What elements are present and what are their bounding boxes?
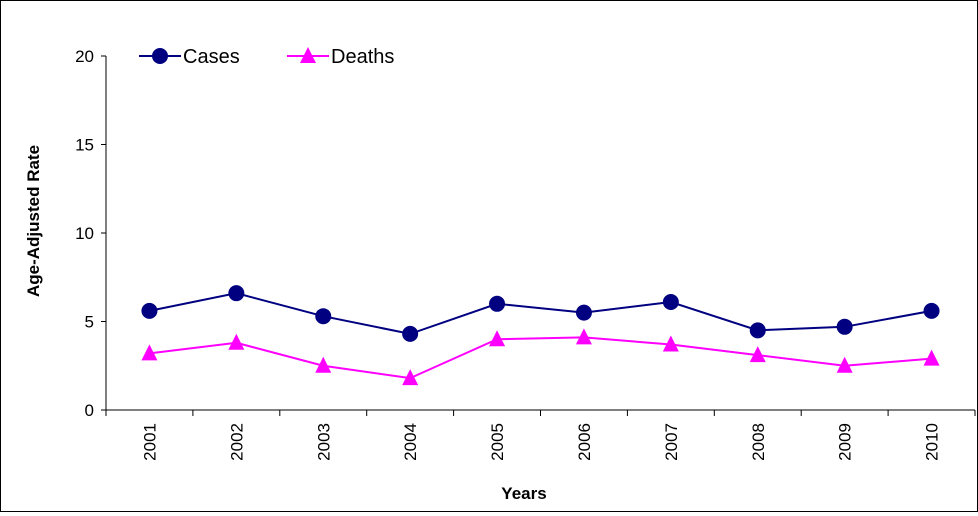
cases-point (923, 302, 940, 319)
deaths-point (228, 333, 245, 350)
x-ticks: 2001 2002 2003 2004 2005 2006 2007 2008 2009 2010 (105, 410, 976, 461)
cases-point (489, 295, 506, 312)
deaths-point (749, 346, 766, 363)
deaths-point (923, 349, 940, 366)
deaths-point (836, 356, 853, 373)
x-tick-label: 2009 (836, 423, 855, 461)
y-axis-title: Age-Adjusted Rate (24, 145, 43, 297)
legend-deaths-marker (300, 47, 316, 63)
cases-point (141, 302, 158, 319)
x-tick-label: 2003 (314, 423, 333, 461)
x-tick-label: 2006 (575, 423, 594, 461)
cases-point (315, 308, 332, 325)
legend-item-deaths: Deaths (287, 46, 394, 68)
legend: Cases Deaths (139, 46, 394, 68)
cases-point (228, 285, 245, 302)
y-tick-label: 0 (85, 401, 94, 420)
x-axis-title: Years (501, 484, 546, 503)
y-tick-label: 20 (75, 47, 94, 66)
cases-point (662, 294, 679, 311)
x-tick-label: 2004 (401, 423, 420, 461)
y-tick-label: 10 (75, 224, 94, 243)
x-tick-label: 2002 (227, 423, 246, 461)
legend-cases-marker (152, 48, 168, 64)
cases-point (402, 325, 419, 342)
x-tick-label: 2005 (488, 423, 507, 461)
legend-deaths-label: Deaths (331, 46, 394, 68)
series-line-deaths (149, 336, 932, 380)
legend-item-cases: Cases (139, 46, 240, 68)
y-tick-label: 15 (75, 136, 94, 155)
y-tick-label: 5 (85, 313, 94, 332)
deaths-point (141, 344, 158, 361)
deaths-point (575, 328, 592, 345)
cases-point (836, 318, 853, 335)
series-line-cases (149, 292, 932, 335)
deaths-point (662, 335, 679, 352)
cases-point (575, 304, 592, 321)
cases-point (749, 322, 766, 339)
deaths-point (315, 356, 332, 373)
legend-cases-label: Cases (183, 46, 240, 68)
x-tick-label: 2008 (749, 423, 768, 461)
y-ticks: 0 5 10 15 20 (75, 47, 106, 420)
deaths-point (489, 330, 506, 347)
series-layer (141, 285, 940, 386)
x-tick-label: 2010 (923, 423, 942, 461)
deaths-point (402, 369, 419, 386)
x-tick-label: 2007 (662, 423, 681, 461)
x-tick-label: 2001 (140, 423, 159, 461)
